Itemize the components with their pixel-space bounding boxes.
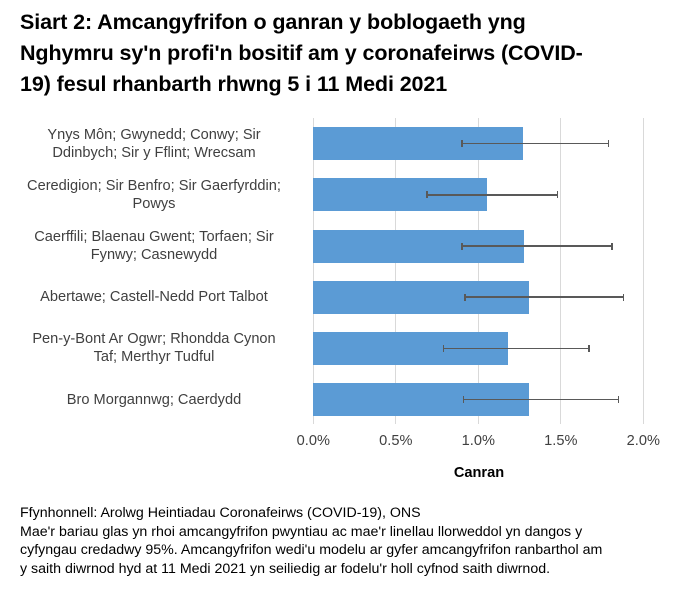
error-bar <box>463 398 619 401</box>
category-label-line-1: Ceredigion; Sir Benfro; Sir Gaerfyrddin; <box>27 177 281 194</box>
x-tick-label: 1.0% <box>461 433 495 449</box>
chart-title: Siart 2: Amcangyfrifon o ganran y boblog… <box>20 7 670 100</box>
category-label-line-1: Ynys Môn; Gwynedd; Conwy; Sir <box>47 126 261 143</box>
gridline <box>642 118 644 424</box>
error-bar <box>427 194 558 196</box>
x-axis-label: Canran <box>453 465 505 481</box>
x-tick-label: 0.0% <box>296 433 330 449</box>
category-label-line-2: Ddinbych; Sir y Fflint; Wrecsam <box>52 144 256 161</box>
y-axis-line <box>312 118 314 424</box>
chart-notes: Ffynhonnell: Arolwg Heintiadau Coronafei… <box>20 504 670 578</box>
error-bar-cap-high <box>607 140 610 148</box>
error-bar-cap-low <box>462 396 465 404</box>
x-tick-label: 1.5% <box>544 433 578 449</box>
category-label: Ynys Môn; Gwynedd; Conwy; Sir Ddinbych; S… <box>9 126 299 162</box>
error-bar-cap-low <box>442 344 445 352</box>
category-label: Ceredigion; Sir Benfro; Sir Gaerfyrddin;… <box>9 177 299 213</box>
category-label-line-1: Caerffili; Blaenau Gwent; Torfaen; Sir <box>34 229 274 245</box>
category-label-line-2: Powys <box>132 195 176 212</box>
error-bar-cap-high <box>622 293 625 301</box>
gridline <box>560 118 562 424</box>
error-bar-cap-low <box>461 242 463 250</box>
error-bar-cap-low <box>464 293 466 301</box>
category-label-line-1: Abertawe; Castell-Nedd Port Talbot <box>40 289 268 306</box>
gridline <box>477 118 479 424</box>
error-bar <box>443 347 589 350</box>
footnote-line-1: Mae'r bariau glas yn rhoi amcangyfrifon … <box>20 523 583 540</box>
error-bar-cap-high <box>556 191 559 199</box>
category-label-line-1: Pen-y-Bont Ar Ogwr; Rhondda Cynon <box>32 331 276 348</box>
category-label: Pen-y-Bont Ar Ogwr; Rhondda Cynon Taf; Me… <box>9 330 299 366</box>
error-bar-cap-low <box>426 191 428 199</box>
chart-title-line-2: Nghymru sy'n profi'n bositif am y corona… <box>20 41 583 65</box>
x-tick-label: 0.5% <box>379 433 413 449</box>
category-label: Bro Morgannwg; Caerdydd <box>9 391 299 409</box>
footnote-line-3: y saith diwrnod hyd at 11 Medi 2021 yn s… <box>20 560 551 577</box>
error-bar <box>461 142 609 145</box>
error-bar <box>465 296 624 298</box>
x-tick-label: 2.0% <box>626 433 660 449</box>
chart-title-line-1: Siart 2: Amcangyfrifon o ganran y boblog… <box>20 10 526 34</box>
error-bar-cap-low <box>461 140 463 148</box>
category-label: Abertawe; Castell-Nedd Port Talbot <box>9 288 299 306</box>
gridline <box>395 118 397 424</box>
error-bar <box>461 245 612 247</box>
category-label-line-2: Taf; Merthyr Tudful <box>93 349 215 366</box>
error-bar-cap-high <box>611 242 613 250</box>
footnote-line-2: cyfyngau credadwy 95%. Amcangyfrifon wed… <box>20 542 603 559</box>
category-label-line-2: Fynwy; Casnewydd <box>90 247 218 263</box>
category-label: Caerffili; Blaenau Gwent; Torfaen; Sir Fy… <box>9 228 299 264</box>
source-note: Ffynhonnell: Arolwg Heintiadau Coronafei… <box>20 505 421 521</box>
category-label-line-1: Bro Morgannwg; Caerdydd <box>66 391 242 408</box>
chart-title-line-3: 19) fesul rhanbarth rhwng 5 i 11 Medi 20… <box>20 72 448 96</box>
error-bar-cap-high <box>588 344 590 352</box>
error-bar-cap-high <box>617 396 620 404</box>
